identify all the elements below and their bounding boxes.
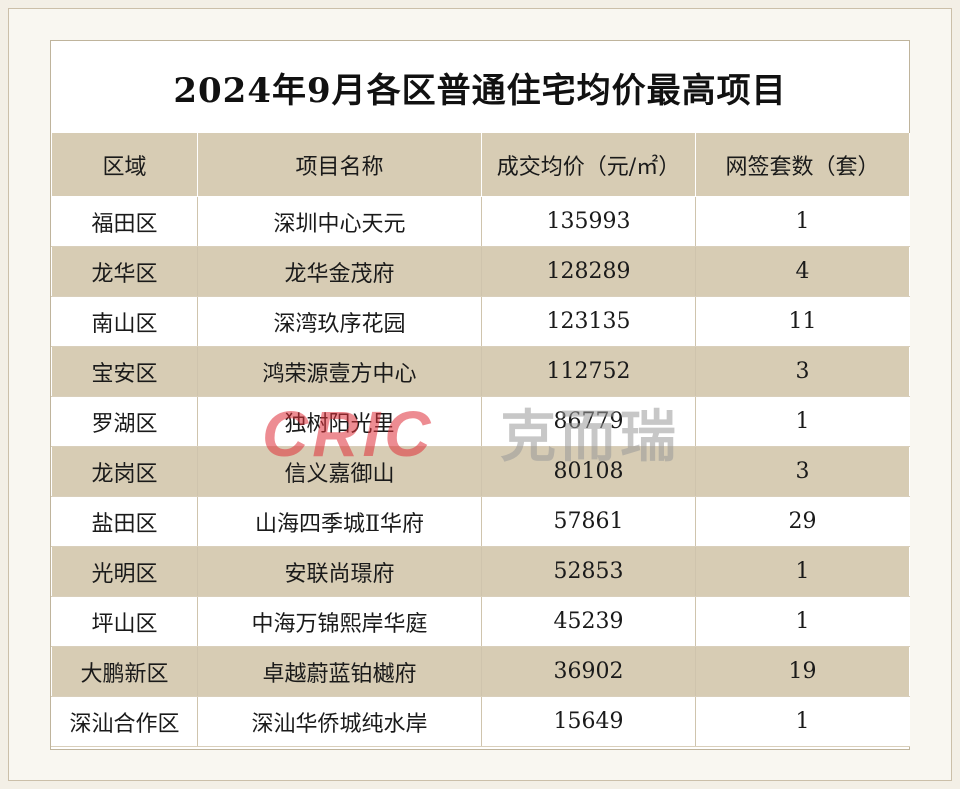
table-title: 2024年9月各区普通住宅均价最高项目 bbox=[173, 70, 787, 111]
project-cell: 深湾玖序花园 bbox=[197, 296, 482, 347]
district-cell: 宝安区 bbox=[51, 346, 198, 397]
price-cell: 128289 bbox=[481, 246, 696, 297]
price-cell: 123135 bbox=[481, 296, 696, 347]
price-table: 区域 项目名称 成交均价（元/㎡） 网签套数（套） 福田区 深圳中心天元 135… bbox=[51, 133, 910, 747]
price-cell: 45239 bbox=[481, 596, 696, 647]
district-cell: 龙岗区 bbox=[51, 446, 198, 497]
units-cell: 1 bbox=[695, 196, 910, 247]
header-row: 区域 项目名称 成交均价（元/㎡） 网签套数（套） bbox=[51, 133, 910, 197]
project-cell: 独树阳光里 bbox=[197, 396, 482, 447]
header-units-signed: 网签套数（套） bbox=[695, 133, 910, 197]
district-cell: 龙华区 bbox=[51, 246, 198, 297]
units-cell: 1 bbox=[695, 696, 910, 747]
price-cell: 86779 bbox=[481, 396, 696, 447]
project-cell: 深圳中心天元 bbox=[197, 196, 482, 247]
project-cell: 卓越蔚蓝铂樾府 bbox=[197, 646, 482, 697]
table-row: 龙岗区 信义嘉御山 80108 3 bbox=[51, 446, 910, 497]
price-cell: 112752 bbox=[481, 346, 696, 397]
project-cell: 深汕华侨城纯水岸 bbox=[197, 696, 482, 747]
table-row: 宝安区 鸿荣源壹方中心 112752 3 bbox=[51, 346, 910, 397]
project-cell: 信义嘉御山 bbox=[197, 446, 482, 497]
price-cell: 52853 bbox=[481, 546, 696, 597]
district-cell: 盐田区 bbox=[51, 496, 198, 547]
header-project-name: 项目名称 bbox=[197, 133, 482, 197]
units-cell: 3 bbox=[695, 446, 910, 497]
price-cell: 80108 bbox=[481, 446, 696, 497]
district-cell: 光明区 bbox=[51, 546, 198, 597]
district-cell: 福田区 bbox=[51, 196, 198, 247]
table-row: 南山区 深湾玖序花园 123135 11 bbox=[51, 296, 910, 347]
district-cell: 南山区 bbox=[51, 296, 198, 347]
header-avg-price: 成交均价（元/㎡） bbox=[481, 133, 696, 197]
units-cell: 11 bbox=[695, 296, 910, 347]
table-row: 龙华区 龙华金茂府 128289 4 bbox=[51, 246, 910, 297]
project-cell: 山海四季城Ⅱ华府 bbox=[197, 496, 482, 547]
units-cell: 4 bbox=[695, 246, 910, 297]
header-district: 区域 bbox=[51, 133, 198, 197]
units-cell: 29 bbox=[695, 496, 910, 547]
price-cell: 135993 bbox=[481, 196, 696, 247]
units-cell: 1 bbox=[695, 396, 910, 447]
units-cell: 1 bbox=[695, 546, 910, 597]
units-cell: 19 bbox=[695, 646, 910, 697]
district-cell: 罗湖区 bbox=[51, 396, 198, 447]
project-cell: 中海万锦熙岸华庭 bbox=[197, 596, 482, 647]
district-cell: 深汕合作区 bbox=[51, 696, 198, 747]
district-cell: 大鹏新区 bbox=[51, 646, 198, 697]
table-row: 罗湖区 独树阳光里 86779 1 bbox=[51, 396, 910, 447]
table-row: 福田区 深圳中心天元 135993 1 bbox=[51, 196, 910, 247]
table-row: 盐田区 山海四季城Ⅱ华府 57861 29 bbox=[51, 496, 910, 547]
project-cell: 龙华金茂府 bbox=[197, 246, 482, 297]
project-cell: 鸿荣源壹方中心 bbox=[197, 346, 482, 397]
data-table-card: 2024年9月各区普通住宅均价最高项目 区域 项目名称 成交均价（元/㎡） 网签… bbox=[50, 40, 910, 750]
table-row: 深汕合作区 深汕华侨城纯水岸 15649 1 bbox=[51, 696, 910, 747]
price-cell: 15649 bbox=[481, 696, 696, 747]
table-row: 大鹏新区 卓越蔚蓝铂樾府 36902 19 bbox=[51, 646, 910, 697]
price-cell: 57861 bbox=[481, 496, 696, 547]
district-cell: 坪山区 bbox=[51, 596, 198, 647]
table-row: 光明区 安联尚璟府 52853 1 bbox=[51, 546, 910, 597]
units-cell: 1 bbox=[695, 596, 910, 647]
units-cell: 3 bbox=[695, 346, 910, 397]
project-cell: 安联尚璟府 bbox=[197, 546, 482, 597]
price-cell: 36902 bbox=[481, 646, 696, 697]
table-row: 坪山区 中海万锦熙岸华庭 45239 1 bbox=[51, 596, 910, 647]
